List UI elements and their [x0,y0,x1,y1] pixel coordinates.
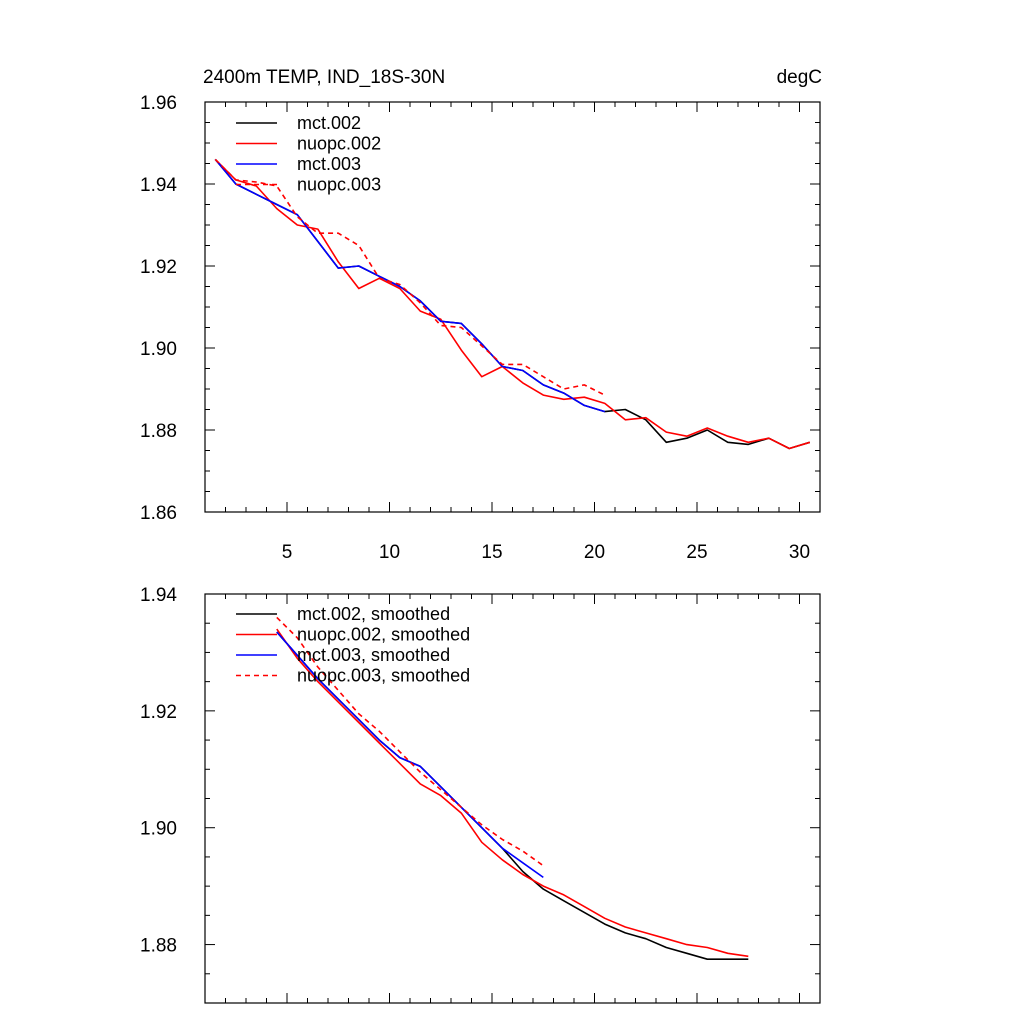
y-tick-label: 1.94 [140,585,177,606]
x-tick-label: 20 [584,542,605,563]
x-tick-label: 10 [379,542,400,563]
series-line-nuopc-002-smoothed [276,628,749,958]
top-series [214,158,811,450]
legend-label: nuopc.003 [297,175,381,195]
series-line-mct-003 [214,158,606,413]
bottom-panel: 1.881.901.921.94 mct.002, smoothednuopc.… [140,585,821,1004]
x-tick-label: 30 [789,542,810,563]
y-tick-label: 1.86 [140,503,177,524]
legend-label: mct.002, smoothed [297,604,450,624]
y-tick-label: 1.96 [140,93,177,114]
legend-label: nuopc.002 [297,134,381,154]
legend-label: mct.002 [297,113,361,133]
legend-label: mct.003 [297,154,361,174]
legend-label: nuopc.002, smoothed [297,625,470,645]
y-tick-label: 1.92 [140,257,177,278]
chart-title: 2400m TEMP, IND_18S-30N [203,67,445,88]
x-tick-label: 15 [481,542,502,563]
y-tick-label: 1.94 [140,175,177,196]
y-tick-label: 1.90 [140,339,177,360]
legend-label: nuopc.003, smoothed [297,666,470,686]
series-line-mct-002 [214,158,811,450]
y-tick-label: 1.90 [140,819,177,840]
y-tick-label: 1.88 [140,936,177,957]
top-axes: 5 10 15 20 25 30 1.86 1.88 1.90 1.92 1.94 1.96 [140,93,821,563]
legend-label: mct.003, smoothed [297,645,450,665]
x-tick-label: 5 [282,542,293,563]
y-tick-label: 1.88 [140,421,177,442]
bottom-axes: 1.88 1.90 1.92 1.94 [140,585,821,1004]
series-line-nuopc-003 [214,158,606,396]
x-tick-label: 25 [686,542,707,563]
bottom-series [276,616,749,960]
series-line-nuopc-002 [214,158,811,450]
top-panel: 2400m TEMP, IND_18S-30N degC 5 10 15 20 25 30… [140,67,822,563]
units-label: degC [777,67,822,88]
series-line-mct-003-smoothed [276,631,544,879]
y-tick-label: 1.92 [140,702,177,723]
